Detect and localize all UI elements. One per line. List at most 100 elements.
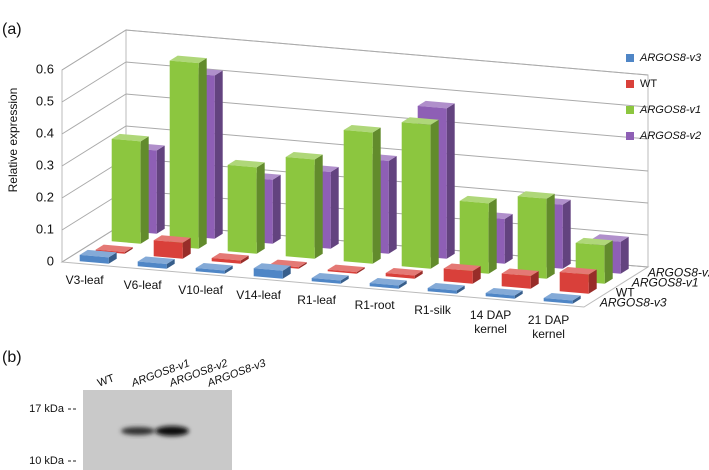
bar-front [369, 283, 399, 289]
bar-side [572, 295, 581, 304]
bar [111, 133, 149, 244]
bar-top [95, 244, 133, 253]
bar [253, 263, 291, 279]
bar-side [604, 240, 613, 284]
bar-front [401, 122, 431, 269]
depth-label: ARGOS8-v3 [599, 295, 667, 309]
grid-line [61, 61, 649, 108]
bar [443, 263, 481, 284]
bar-side [298, 262, 307, 269]
bar-side [530, 270, 539, 289]
bar [195, 263, 233, 274]
grid-line [61, 93, 649, 140]
bar-front [485, 293, 515, 299]
bar-top [327, 264, 365, 273]
bar [79, 249, 117, 264]
panel-label: (b) [2, 349, 22, 366]
legend-swatch [626, 54, 634, 62]
bar-top [401, 117, 439, 125]
bar-top [153, 235, 191, 243]
bar-top [501, 268, 539, 276]
legend-label: WT [640, 78, 657, 90]
marker-label: 17 kDa [29, 403, 65, 415]
depth-label: ARGOS8-v2 [647, 265, 709, 279]
bar-side [504, 213, 513, 264]
bar [559, 267, 597, 294]
bar-top [369, 278, 407, 286]
bar-top [575, 237, 613, 246]
bar-front [501, 273, 531, 289]
bar-front [459, 200, 489, 274]
bar-side [546, 193, 555, 279]
legend-swatch [626, 132, 634, 140]
y-tick-label: 0.6 [36, 61, 54, 76]
bar-front [137, 261, 167, 269]
bar-side [472, 265, 481, 284]
bar-top [443, 263, 481, 271]
bar-side [182, 237, 191, 259]
bar [517, 191, 555, 279]
bar-top [169, 55, 207, 64]
bar-side [446, 103, 455, 259]
bar [153, 235, 191, 259]
bar-side [108, 252, 117, 264]
bar-front [111, 138, 141, 244]
bar [211, 253, 249, 264]
x-tick-label: V14-leaf [236, 287, 281, 302]
bar-top [417, 100, 455, 109]
band [155, 426, 189, 436]
bar-front [285, 157, 315, 259]
bar-side [562, 199, 571, 269]
bar-side [224, 265, 233, 274]
x-tick-label: V3-leaf [65, 272, 104, 287]
bar-front [327, 269, 357, 274]
bar-top [343, 125, 381, 133]
bar [95, 244, 133, 254]
y-tick-label: 0.1 [36, 221, 54, 236]
y-axis-label: Relative expression [6, 88, 20, 193]
bar-front [443, 268, 473, 284]
bar-side [488, 198, 497, 274]
bar-side [340, 275, 349, 284]
bar [485, 288, 523, 299]
bar-front [517, 196, 547, 279]
grid-line [61, 125, 649, 172]
bar-top [385, 268, 423, 276]
bar [401, 117, 439, 269]
marker-label: 10 kDa [29, 455, 65, 467]
bar [327, 264, 365, 274]
y-tick-label: 0 [47, 253, 54, 268]
bar-front [95, 249, 125, 254]
bar-top [111, 133, 149, 142]
legend-label: ARGOS8-v1 [639, 104, 701, 116]
bar-side [272, 174, 281, 244]
bar-side [372, 127, 381, 264]
bar-side [398, 280, 407, 289]
bar-top [195, 263, 233, 271]
bar-side [330, 166, 339, 249]
y-tick-label: 0.2 [36, 189, 54, 204]
bar-front [153, 240, 183, 259]
bar-front [343, 130, 373, 264]
x-tick-label: V6-leaf [123, 277, 162, 292]
bar-front [79, 254, 109, 264]
bar [385, 268, 423, 279]
panel-label: (a) [2, 21, 22, 38]
bar-side [620, 236, 629, 274]
bar-top [137, 256, 175, 264]
x-tick-label: 21 DAP kernel [527, 312, 570, 341]
bar-top [485, 288, 523, 296]
bar-front [169, 60, 199, 249]
bar [501, 268, 539, 289]
bar-side [198, 58, 207, 249]
bar [427, 283, 465, 294]
bar-side [514, 290, 523, 299]
bar-side [430, 119, 439, 269]
bar-front [543, 298, 573, 304]
bar [543, 293, 581, 304]
legend-swatch [626, 106, 634, 114]
grid-line [61, 29, 649, 76]
lane-label: WT [96, 372, 116, 389]
legend-label: ARGOS8-v2 [639, 130, 701, 142]
